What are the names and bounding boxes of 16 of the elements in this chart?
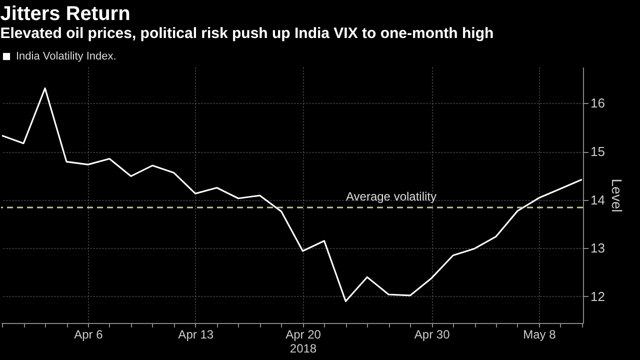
x-tick-label: Apr 6 [74,328,104,342]
x-tick-label: Apr 30 [414,328,450,342]
y-tick-label: 12 [590,288,605,304]
y-tick-label: 14 [590,192,605,208]
ref-line-label: Average volatility [346,190,436,204]
y-axis-title: Level [608,178,625,212]
x-tick-label: May 8 [523,328,556,342]
y-tick-label: 13 [590,240,605,256]
legend-label: India Volatility Index. [16,50,116,62]
chart-subtitle: Elevated oil prices, political risk push up India VIX to one-month high [0,25,494,42]
chart-title: Jitters Return [0,3,130,25]
x-tick-label: Apr 13 [178,328,214,342]
line-series [1,87,583,302]
y-tick-label: 15 [590,144,605,160]
y-tick-label: 16 [590,96,605,111]
x-tick-label: Apr 20 2018 [286,328,322,356]
